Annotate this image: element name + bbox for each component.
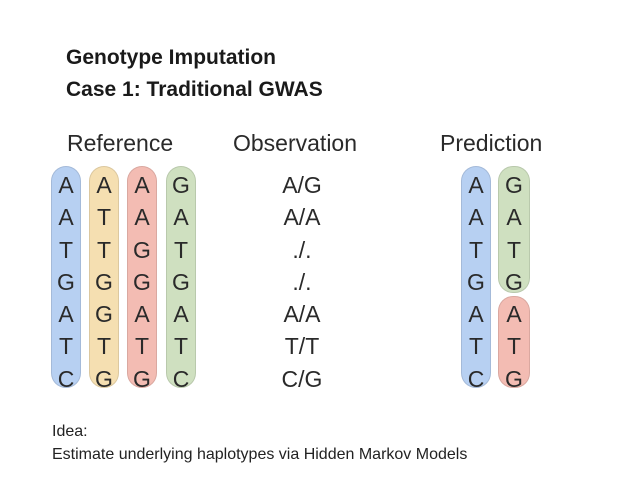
reference-haplotype-4-band bbox=[166, 166, 196, 388]
base: A bbox=[58, 301, 74, 328]
genotype: A/A bbox=[283, 301, 321, 328]
genotype: C/G bbox=[281, 365, 323, 392]
base: A bbox=[173, 301, 189, 328]
base: A bbox=[468, 204, 484, 231]
base: A bbox=[506, 204, 522, 231]
base: A bbox=[134, 172, 150, 198]
base: G bbox=[505, 172, 523, 198]
base: G bbox=[172, 172, 190, 198]
base: A bbox=[506, 301, 522, 328]
genotype: A/G bbox=[282, 172, 322, 198]
base: T bbox=[468, 236, 484, 263]
reference-haplotype-3-band bbox=[127, 166, 157, 388]
base: G bbox=[467, 268, 485, 295]
base: G bbox=[95, 268, 113, 295]
base: C bbox=[172, 365, 190, 392]
base: T bbox=[96, 236, 112, 263]
base: A bbox=[134, 204, 150, 231]
idea-note: Idea: Estimate underlying haplotypes via… bbox=[52, 420, 467, 466]
base: T bbox=[96, 204, 112, 231]
title-line-2: Case 1: Traditional GWAS bbox=[66, 78, 323, 101]
base: A bbox=[58, 204, 74, 231]
prediction-right-top-band bbox=[498, 166, 530, 293]
base: T bbox=[134, 333, 150, 360]
base: A bbox=[468, 172, 484, 198]
base: G bbox=[133, 365, 151, 392]
prediction-haplotype-right: G A T G A T G bbox=[499, 169, 529, 395]
base: G bbox=[95, 301, 113, 328]
base: T bbox=[58, 333, 74, 360]
idea-text: Estimate underlying haplotypes via Hidde… bbox=[52, 446, 468, 463]
base: G bbox=[505, 365, 523, 392]
base: G bbox=[505, 268, 523, 295]
base: T bbox=[173, 236, 189, 263]
base: A bbox=[96, 172, 112, 198]
genotype: ./. bbox=[292, 268, 312, 295]
base: A bbox=[468, 301, 484, 328]
genotype: T/T bbox=[284, 333, 320, 360]
idea-label: Idea: bbox=[52, 423, 88, 440]
reference-haplotype-2-band bbox=[89, 166, 119, 388]
observation-heading: Observation bbox=[233, 130, 358, 156]
prediction-heading: Prediction bbox=[440, 130, 543, 156]
genotype: A/A bbox=[283, 204, 321, 231]
base: G bbox=[133, 236, 151, 263]
base: A bbox=[173, 204, 189, 231]
base: T bbox=[506, 236, 522, 263]
base: G bbox=[133, 268, 151, 295]
base: T bbox=[173, 333, 189, 360]
reference-heading: Reference bbox=[67, 130, 174, 156]
reference-haplotype-4: G A T G A T C bbox=[166, 169, 196, 395]
base: T bbox=[468, 333, 484, 360]
prediction-left-band bbox=[461, 166, 491, 388]
slide-title: Genotype Imputation Case 1: Traditional … bbox=[66, 42, 323, 106]
prediction-haplotype-left: A A T G A T C bbox=[461, 169, 491, 395]
base: T bbox=[506, 333, 522, 360]
base: G bbox=[95, 365, 113, 392]
title-line-1: Genotype Imputation bbox=[66, 46, 276, 69]
base: C bbox=[467, 365, 485, 392]
reference-haplotype-2: A T T G G T G bbox=[89, 169, 119, 395]
base: G bbox=[172, 268, 190, 295]
base: C bbox=[57, 365, 75, 392]
genotype: ./. bbox=[292, 236, 312, 263]
observation-genotypes: A/G A/A ./. ./. A/A T/T C/G bbox=[262, 169, 342, 395]
base: A bbox=[134, 301, 150, 328]
base: G bbox=[57, 268, 75, 295]
prediction-right-bottom-band bbox=[498, 296, 530, 388]
base: T bbox=[96, 333, 112, 360]
reference-haplotype-3: A A G G A T G bbox=[127, 169, 157, 395]
reference-haplotype-1: A A T G A T C bbox=[51, 169, 81, 395]
reference-haplotype-1-band bbox=[51, 166, 81, 388]
base: A bbox=[58, 172, 74, 198]
base: T bbox=[58, 236, 74, 263]
